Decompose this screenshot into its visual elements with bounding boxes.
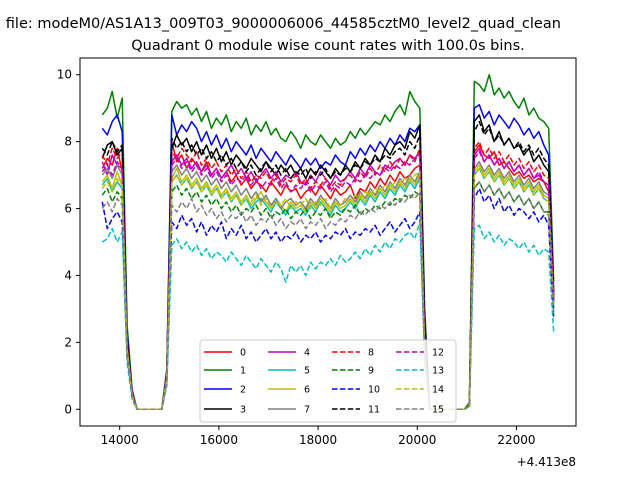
y-tick-label: 8 [64,135,72,149]
legend-label-8: 8 [368,348,374,359]
y-tick-label: 0 [64,402,72,416]
x-tick-label: 22000 [497,433,535,447]
series-layer [101,73,555,411]
figure-suptitle: n file: modeM0/AS1A13_009T03_9000006006_… [0,16,561,32]
series-line-2 [101,104,555,411]
series-line-11 [101,120,555,411]
legend-label-15: 15 [432,405,444,416]
x-tick-label: 16000 [200,433,238,447]
x-tick-label: 14000 [101,433,139,447]
legend-label-13: 13 [432,366,444,377]
legend-label-3: 3 [240,405,246,416]
series-line-6 [101,164,555,411]
y-axis-ticks: 0 2 4 6 8 10 [57,68,80,416]
series-line-13 [101,221,555,411]
legend-label-9: 9 [368,366,374,377]
y-tick-label: 2 [64,335,72,349]
legend-label-7: 7 [304,405,310,416]
plot-frame [79,57,577,427]
series-line-15 [101,181,555,411]
series-line-4 [101,147,555,411]
legend-label-12: 12 [432,348,444,359]
x-axis-offset-label: +4.413e8 [517,455,576,469]
legend-label-14: 14 [432,385,444,396]
legend-label-11: 11 [368,405,380,416]
series-line-1 [101,73,555,411]
series-line-12 [101,150,555,411]
legend-frame [199,339,457,423]
x-axis-ticks: 14000 16000 18000 20000 22000 [101,426,536,447]
legend-label-2: 2 [240,385,246,396]
legend-label-1: 1 [240,366,246,377]
legend-label-5: 5 [304,366,310,377]
y-tick-label: 6 [64,202,72,216]
y-tick-label: 10 [57,68,72,82]
series-line-8 [101,140,555,411]
chart-title: Quadrant 0 module wise count rates with … [131,38,525,54]
series-line-7 [101,160,555,411]
series-line-14 [101,167,555,411]
series-line-10 [101,187,555,411]
legend-label-0: 0 [240,348,246,359]
x-tick-label: 18000 [299,433,337,447]
legend-label-6: 6 [304,385,310,396]
x-tick-label: 20000 [398,433,436,447]
legend-label-10: 10 [368,385,380,396]
y-tick-label: 4 [64,268,72,282]
legend-label-4: 4 [304,348,310,359]
